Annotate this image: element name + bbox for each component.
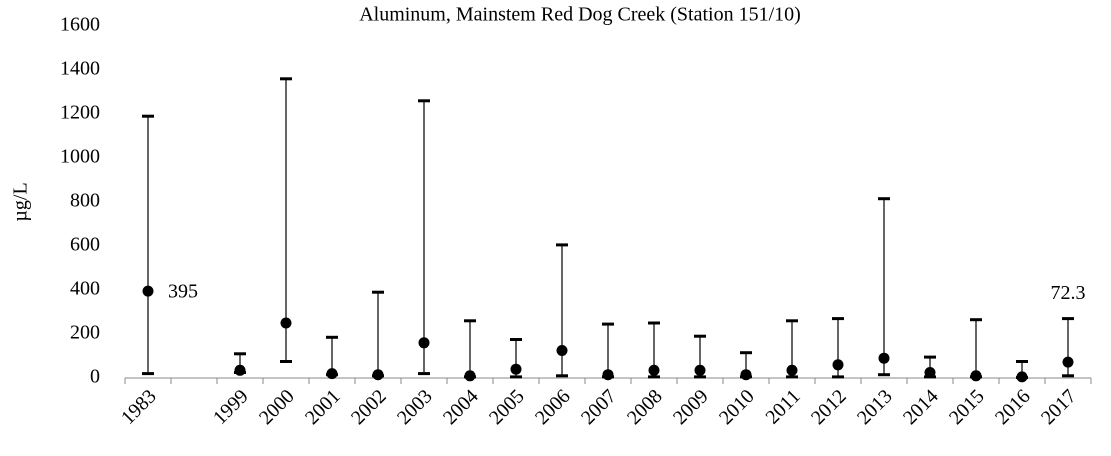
x-tick-label: 2003 [393,385,437,429]
median-dot [648,364,660,376]
x-tick-label: 2011 [761,385,804,428]
median-dot [280,317,292,329]
x-tick-label: 2000 [255,385,299,429]
median-dot [740,369,752,381]
median-dot [556,345,568,356]
median-dot [510,363,522,375]
y-tick-label: 1000 [60,146,100,168]
x-tick-label: 2005 [485,385,529,429]
median-dot [418,337,430,349]
median-dot [924,367,936,378]
median-dot [372,369,384,381]
x-tick-label: 1999 [209,385,253,429]
x-tick-label: 2017 [1037,385,1081,429]
y-tick-label: 800 [70,190,100,212]
x-tick-label: 2007 [577,385,621,429]
x-tick-label: 2008 [623,385,667,429]
x-tick-label: 2014 [899,385,943,429]
y-tick-label: 400 [70,278,100,300]
x-tick-label: 2015 [945,385,989,429]
median-dot [970,370,982,382]
y-tick-label: 600 [70,234,100,256]
median-dot [1062,356,1074,368]
median-dot [142,285,154,297]
y-tick-label: 1400 [60,58,100,80]
median-dot [602,369,614,381]
data-label: 72.3 [1051,282,1086,304]
median-dot [464,370,476,382]
chart-title: Aluminum, Mainstem Red Dog Creek (Statio… [359,4,801,26]
median-dot [878,352,890,364]
x-tick-label: 2004 [439,385,483,429]
y-tick-label: 200 [70,322,100,344]
median-dot [786,364,798,376]
median-dot [694,364,706,376]
x-tick-label: 2016 [991,385,1035,429]
median-dot [326,368,338,380]
x-tick-label: 2013 [853,385,897,429]
x-tick-label: 2010 [715,385,759,429]
x-tick-label: 1983 [117,385,161,429]
data-label: 395 [168,281,198,303]
x-tick-label: 2012 [807,385,851,429]
median-dot [234,364,246,376]
median-dot [1016,371,1028,383]
y-tick-label: 1600 [60,14,100,36]
x-tick-label: 2006 [531,385,575,429]
x-tick-label: 2002 [347,385,391,429]
x-tick-label: 2009 [669,385,713,429]
y-tick-label: 1200 [60,102,100,124]
x-tick-label: 2001 [301,385,345,429]
y-tick-label: 0 [90,366,100,388]
y-axis-label: µg/L [10,182,32,221]
median-dot [832,359,844,371]
